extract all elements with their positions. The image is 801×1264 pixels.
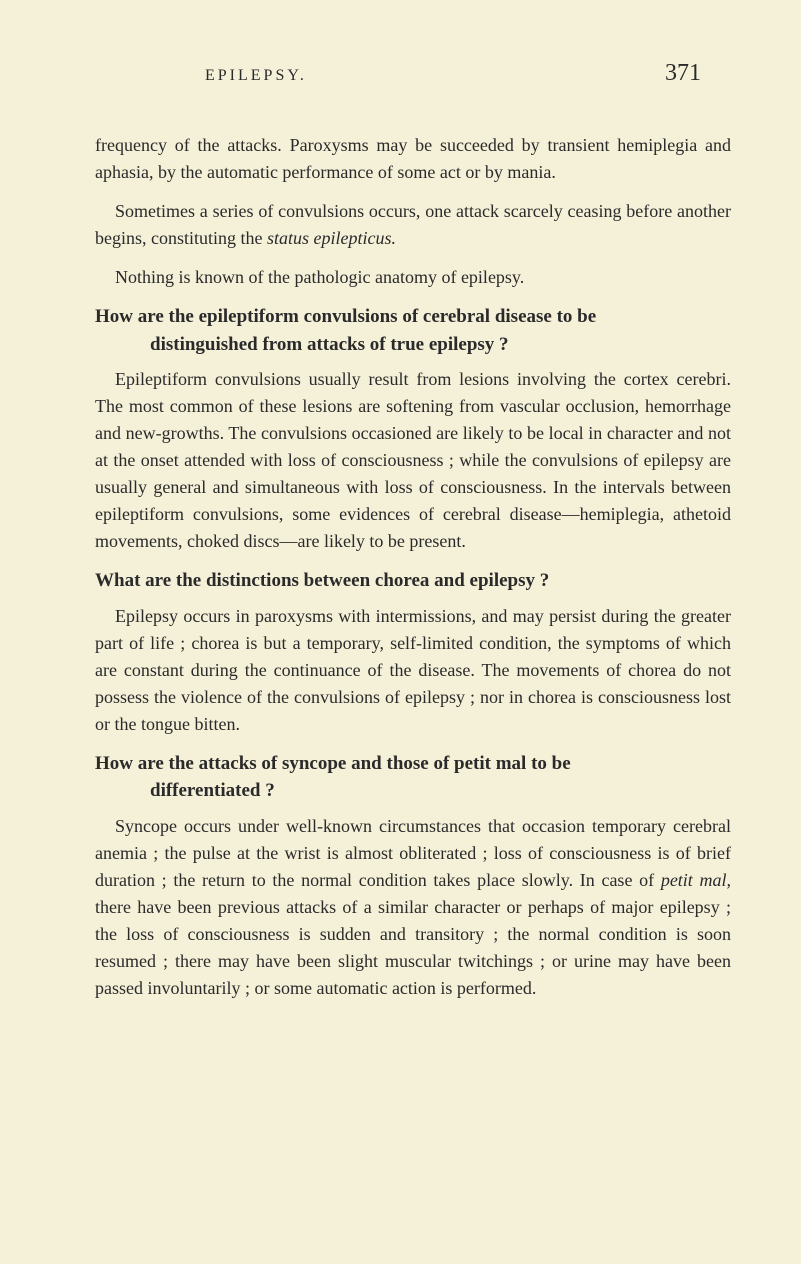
body-paragraph-4: Epileptiform convulsions usually result …: [95, 366, 731, 555]
question-line-2: differentiated ?: [95, 777, 731, 805]
paragraph-text: there have been previous attacks of a si…: [95, 897, 731, 998]
paragraph-text: Sometimes a series of convulsions occurs…: [95, 201, 731, 248]
body-paragraph-2: Sometimes a series of convulsions occurs…: [95, 198, 731, 252]
question-line-2: distinguished from attacks of true epile…: [95, 331, 731, 359]
question-line-1: How are the epileptiform convulsions of …: [95, 306, 596, 327]
header-title: EPILEPSY.: [205, 67, 307, 85]
question-heading-2: What are the distinctions between chorea…: [95, 567, 731, 595]
question-line-1: How are the attacks of syncope and those…: [95, 753, 571, 774]
page-header: EPILEPSY. 371: [95, 60, 731, 87]
italic-term: petit mal,: [661, 870, 731, 890]
question-heading-3: How are the attacks of syncope and those…: [95, 750, 731, 805]
body-paragraph-5: Epilepsy occurs in paroxysms with interm…: [95, 603, 731, 738]
paragraph-text: Syncope occurs under well-known circumst…: [95, 816, 731, 890]
body-paragraph-1: frequency of the attacks. Paroxysms may …: [95, 132, 731, 186]
page-number: 371: [665, 60, 701, 87]
question-heading-1: How are the epileptiform convulsions of …: [95, 303, 731, 358]
italic-term: status epilepticus.: [267, 228, 396, 248]
body-paragraph-6: Syncope occurs under well-known circumst…: [95, 813, 731, 1002]
body-paragraph-3: Nothing is known of the pathologic anato…: [95, 264, 731, 291]
